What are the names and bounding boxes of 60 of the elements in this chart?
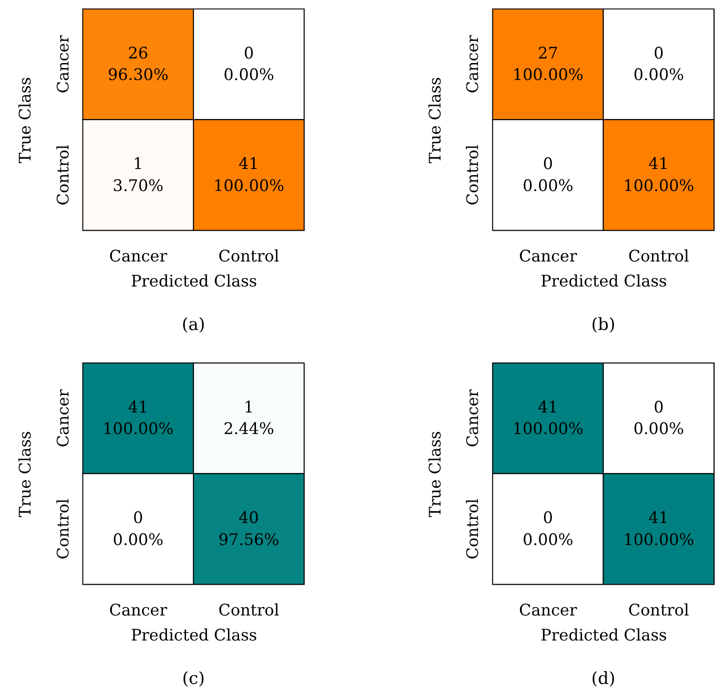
x-tick-label: Control <box>218 600 280 620</box>
data-label: 96.30% <box>108 65 169 84</box>
text: (a) <box>182 314 206 334</box>
data-label: 100.00% <box>623 176 694 195</box>
x-tick-label: Control <box>218 246 280 266</box>
text: (b) <box>591 314 616 334</box>
y-axis-title: True Class <box>425 431 444 518</box>
annotation: 0 <box>244 43 254 62</box>
data-label: 0.00% <box>522 176 574 195</box>
data-label: 100.00% <box>512 419 584 438</box>
data-label: 0.00% <box>633 65 684 84</box>
data-label: 0.00% <box>633 419 684 438</box>
data-label: 0.00% <box>522 530 574 549</box>
annotation: 1 <box>244 397 254 416</box>
data-label: 100.00% <box>213 176 284 195</box>
x-axis-title: Predicted Class <box>130 272 258 291</box>
annotation: 41 <box>648 508 669 527</box>
text: (c) <box>182 668 205 688</box>
y-axis-title: True Class <box>425 77 444 164</box>
x-tick-label: Control <box>628 246 690 266</box>
annotation: 41 <box>238 154 259 173</box>
y-tick-label: Cancer <box>463 34 482 94</box>
y-axis-title: True Class <box>15 77 34 164</box>
annotation: 41 <box>538 397 558 416</box>
y-tick-label: Cancer <box>463 388 482 448</box>
data-label: 0.00% <box>223 65 274 84</box>
x-axis-title: Predicted Class <box>130 626 258 645</box>
x-tick-label: Cancer <box>519 246 578 266</box>
data-label: 2.44% <box>223 419 274 438</box>
x-tick-label: Cancer <box>519 600 578 620</box>
annotation: 27 <box>538 43 558 62</box>
y-tick-label: Cancer <box>53 388 72 448</box>
annotation: 40 <box>238 508 259 527</box>
data-label: 100.00% <box>102 419 174 438</box>
annotation: 41 <box>648 154 669 173</box>
y-tick-label: Cancer <box>53 34 72 94</box>
y-tick-label: Control <box>53 144 72 206</box>
annotation: 0 <box>542 508 554 527</box>
annotation: 26 <box>128 43 148 62</box>
x-axis-title: Predicted Class <box>540 272 667 291</box>
data-label: 97.56% <box>218 530 280 549</box>
y-axis-title: True Class <box>15 431 34 518</box>
data-label: 100.00% <box>512 65 584 84</box>
data-label: 3.70% <box>112 176 164 195</box>
annotation: 1 <box>133 154 144 173</box>
annotation: 41 <box>128 397 148 416</box>
annotation: 0 <box>133 508 144 527</box>
data-label: 100.00% <box>623 530 694 549</box>
y-tick-label: Control <box>463 498 482 560</box>
text: (d) <box>591 668 616 688</box>
x-tick-label: Control <box>628 600 690 620</box>
y-tick-label: Control <box>463 144 482 206</box>
x-tick-label: Cancer <box>109 246 168 266</box>
annotation: 0 <box>654 397 664 416</box>
x-axis-title: Predicted Class <box>540 626 667 645</box>
annotation: 0 <box>542 154 554 173</box>
x-tick-label: Cancer <box>109 600 168 620</box>
annotation: 0 <box>654 43 664 62</box>
y-tick-label: Control <box>53 498 72 560</box>
data-label: 0.00% <box>112 530 164 549</box>
